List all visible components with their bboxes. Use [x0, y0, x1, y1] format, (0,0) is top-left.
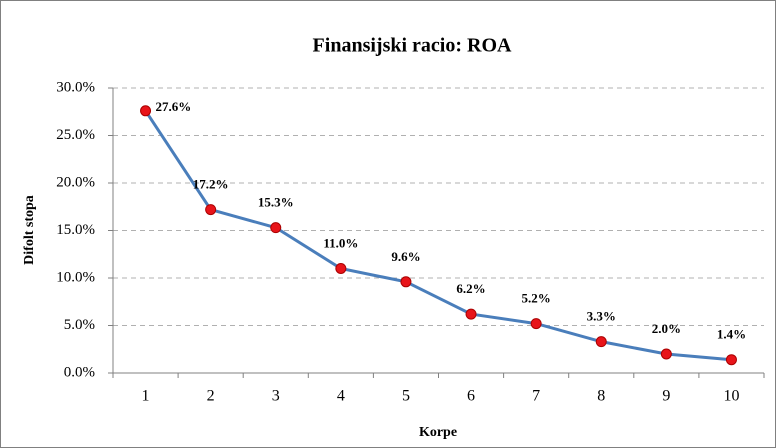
x-tick-label: 2 [207, 388, 215, 405]
marker [205, 204, 217, 216]
data-label: 27.6% [156, 99, 192, 114]
data-label: 6.2% [456, 281, 485, 296]
x-axis-label: Korpe [419, 425, 457, 440]
data-label: 2.0% [652, 321, 681, 336]
x-tick-label: 5 [402, 388, 410, 405]
x-tick-label: 1 [142, 388, 150, 405]
marker [595, 336, 607, 348]
marker [465, 308, 477, 320]
marker [335, 263, 347, 274]
y-tick-label: 15.0% [56, 222, 95, 238]
marker [725, 354, 737, 366]
y-axis-label: Difolt stopa [22, 195, 37, 265]
data-label: 17.2% [193, 177, 229, 192]
marker [270, 222, 282, 234]
x-tick-label: 8 [597, 388, 605, 405]
data-label: 3.3% [587, 309, 616, 324]
data-label: 5.2% [522, 291, 551, 306]
series-line [144, 109, 732, 362]
y-tick-label: 25.0% [56, 127, 95, 143]
data-label: 9.6% [391, 249, 420, 264]
chart-title: Finansijski racio: ROA [313, 35, 512, 57]
y-tick-label: 20.0% [56, 174, 95, 190]
x-tick-label: 10 [723, 388, 739, 405]
data-label: 11.0% [323, 235, 358, 250]
x-tick-label: 4 [337, 388, 345, 405]
x-tick-label: 7 [532, 388, 540, 405]
marker [400, 276, 412, 288]
marker [530, 318, 542, 330]
y-tick-label: 0.0% [64, 364, 95, 380]
y-tick-label: 5.0% [64, 317, 95, 333]
data-label: 1.4% [717, 327, 746, 342]
x-tick-label: 6 [467, 388, 475, 405]
y-tick-label: 10.0% [56, 269, 95, 285]
data-label: 15.3% [258, 195, 294, 210]
marker [660, 348, 672, 360]
x-tick-label: 3 [272, 388, 280, 405]
marker [140, 105, 152, 117]
y-tick-label: 30.0% [56, 79, 95, 95]
x-tick-label: 9 [662, 388, 670, 405]
